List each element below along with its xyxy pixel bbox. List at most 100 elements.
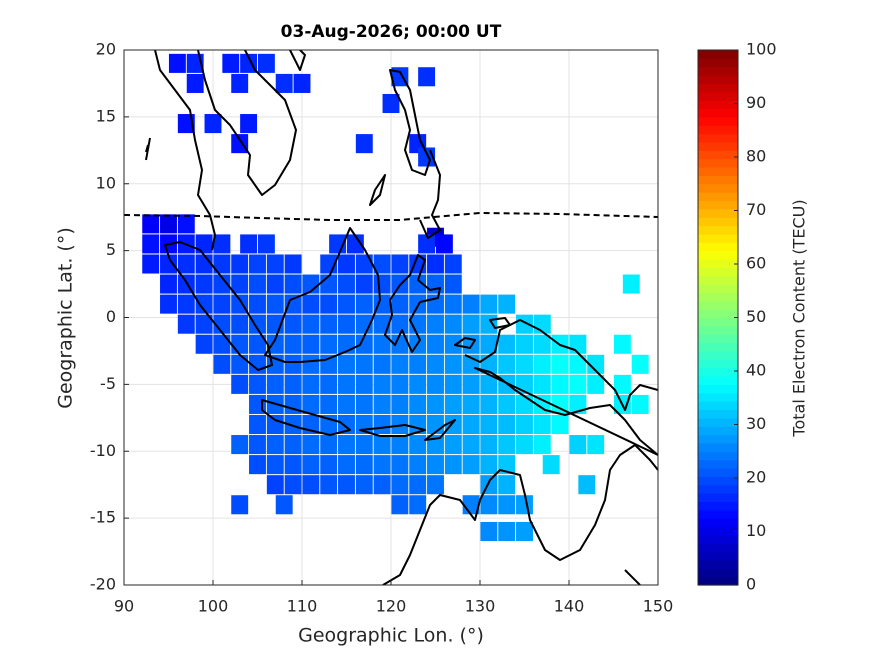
tec-tile bbox=[355, 274, 373, 294]
tec-tile bbox=[249, 314, 266, 334]
colorbar-step bbox=[698, 292, 738, 302]
tec-tile bbox=[142, 234, 160, 254]
tec-tile bbox=[355, 394, 373, 414]
tec-tile bbox=[249, 274, 266, 294]
tec-tile bbox=[613, 374, 631, 394]
colorbar-tick-label: 30 bbox=[746, 414, 766, 433]
colorbar-step bbox=[698, 242, 738, 252]
x-axis-label: Geographic Lon. (°) bbox=[298, 625, 484, 647]
tec-tile bbox=[373, 455, 391, 475]
tec-tile bbox=[213, 334, 231, 354]
tec-tile bbox=[418, 67, 436, 87]
tec-tile bbox=[302, 354, 320, 374]
colorbar bbox=[698, 50, 738, 586]
tec-tile bbox=[409, 495, 427, 515]
tec-tile bbox=[338, 414, 355, 435]
colorbar-step bbox=[698, 334, 738, 344]
tec-tile bbox=[480, 314, 498, 334]
x-tick-label: 150 bbox=[643, 597, 674, 616]
tec-tile bbox=[213, 294, 231, 314]
tec-tile bbox=[275, 73, 293, 93]
tec-tile bbox=[631, 354, 649, 374]
colorbar-step bbox=[698, 434, 738, 444]
tec-tile bbox=[195, 294, 213, 314]
tec-tile bbox=[213, 354, 231, 374]
tec-tile bbox=[373, 354, 391, 374]
tec-tile bbox=[266, 414, 284, 435]
tec-tile bbox=[498, 354, 516, 374]
colorbar-step bbox=[698, 459, 738, 469]
tec-tile bbox=[284, 475, 302, 495]
tec-tile bbox=[266, 435, 284, 455]
tec-tile bbox=[142, 214, 160, 234]
coastline bbox=[359, 419, 456, 441]
tec-tile bbox=[498, 394, 516, 414]
colorbar-step bbox=[698, 350, 738, 360]
tec-tile bbox=[355, 475, 373, 495]
tec-tile bbox=[320, 334, 338, 354]
tec-tile bbox=[231, 134, 249, 154]
tec-tile bbox=[409, 274, 427, 294]
tec-tile bbox=[177, 214, 195, 234]
colorbar-step bbox=[698, 325, 738, 335]
tec-tile bbox=[373, 274, 391, 294]
colorbar-step bbox=[698, 141, 738, 151]
tec-tile bbox=[293, 73, 311, 93]
tec-tile bbox=[320, 455, 338, 475]
tec-tile bbox=[444, 274, 462, 294]
tec-tile bbox=[480, 455, 498, 475]
tec-tile bbox=[213, 274, 231, 294]
tec-tile bbox=[231, 334, 249, 354]
tec-tile bbox=[249, 254, 266, 274]
tec-tile bbox=[516, 521, 533, 542]
tec-tile bbox=[284, 374, 302, 394]
tec-tile bbox=[480, 374, 498, 394]
tec-tile bbox=[266, 254, 284, 274]
tec-tile bbox=[578, 475, 596, 495]
tec-tile bbox=[213, 254, 231, 274]
x-tick-label: 140 bbox=[554, 597, 585, 616]
tec-tile bbox=[177, 294, 195, 314]
tec-tile bbox=[266, 455, 284, 475]
colorbar-step bbox=[698, 133, 738, 143]
tec-tile bbox=[462, 374, 480, 394]
tec-tile bbox=[320, 374, 338, 394]
tec-tile bbox=[480, 294, 498, 314]
tec-tile bbox=[257, 53, 275, 73]
tec-tile bbox=[516, 354, 533, 374]
tec-tile bbox=[391, 334, 409, 354]
tec-tile bbox=[231, 274, 249, 294]
tec-tile bbox=[480, 495, 498, 515]
tec-tile bbox=[338, 354, 355, 374]
colorbar-step bbox=[698, 409, 738, 419]
colorbar-step bbox=[698, 342, 738, 352]
tec-tile bbox=[409, 475, 427, 495]
tec-tile bbox=[338, 274, 355, 294]
chart-title: 03-Aug-2026; 00:00 UT bbox=[281, 22, 502, 42]
tec-tile bbox=[160, 214, 177, 234]
tec-tile bbox=[195, 314, 213, 334]
colorbar-tick-label: 50 bbox=[746, 307, 766, 326]
tec-tile bbox=[533, 394, 551, 414]
y-tick-label: 0 bbox=[106, 307, 116, 326]
coastline bbox=[145, 137, 151, 161]
tec-tile bbox=[231, 294, 249, 314]
tec-tile bbox=[498, 455, 516, 475]
colorbar-tick-label: 70 bbox=[746, 200, 766, 219]
tec-tile bbox=[516, 414, 533, 435]
tec-tile bbox=[427, 254, 444, 274]
colorbar-step bbox=[698, 392, 738, 402]
colorbar-step bbox=[698, 91, 738, 101]
tec-tile bbox=[338, 294, 355, 314]
coastline bbox=[261, 399, 351, 436]
colorbar-step bbox=[698, 267, 738, 277]
tec-tile bbox=[355, 455, 373, 475]
tec-tile bbox=[498, 294, 516, 314]
colorbar-step bbox=[698, 192, 738, 202]
tec-tile bbox=[373, 435, 391, 455]
tec-tile bbox=[231, 354, 249, 374]
tec-tile bbox=[391, 495, 409, 515]
colorbar-step bbox=[698, 501, 738, 511]
colorbar-step bbox=[698, 58, 738, 68]
